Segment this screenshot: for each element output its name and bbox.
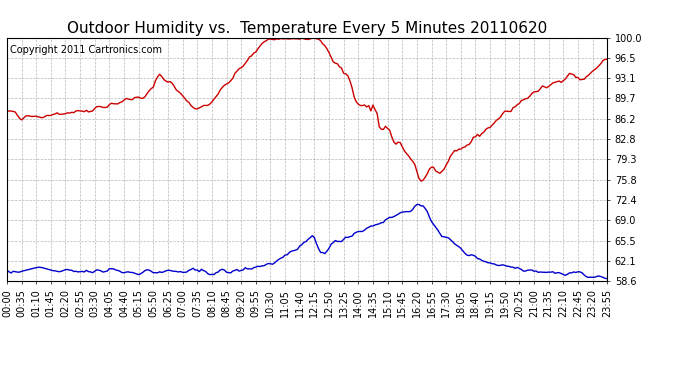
- Title: Outdoor Humidity vs.  Temperature Every 5 Minutes 20110620: Outdoor Humidity vs. Temperature Every 5…: [67, 21, 547, 36]
- Text: Copyright 2011 Cartronics.com: Copyright 2011 Cartronics.com: [10, 45, 162, 55]
